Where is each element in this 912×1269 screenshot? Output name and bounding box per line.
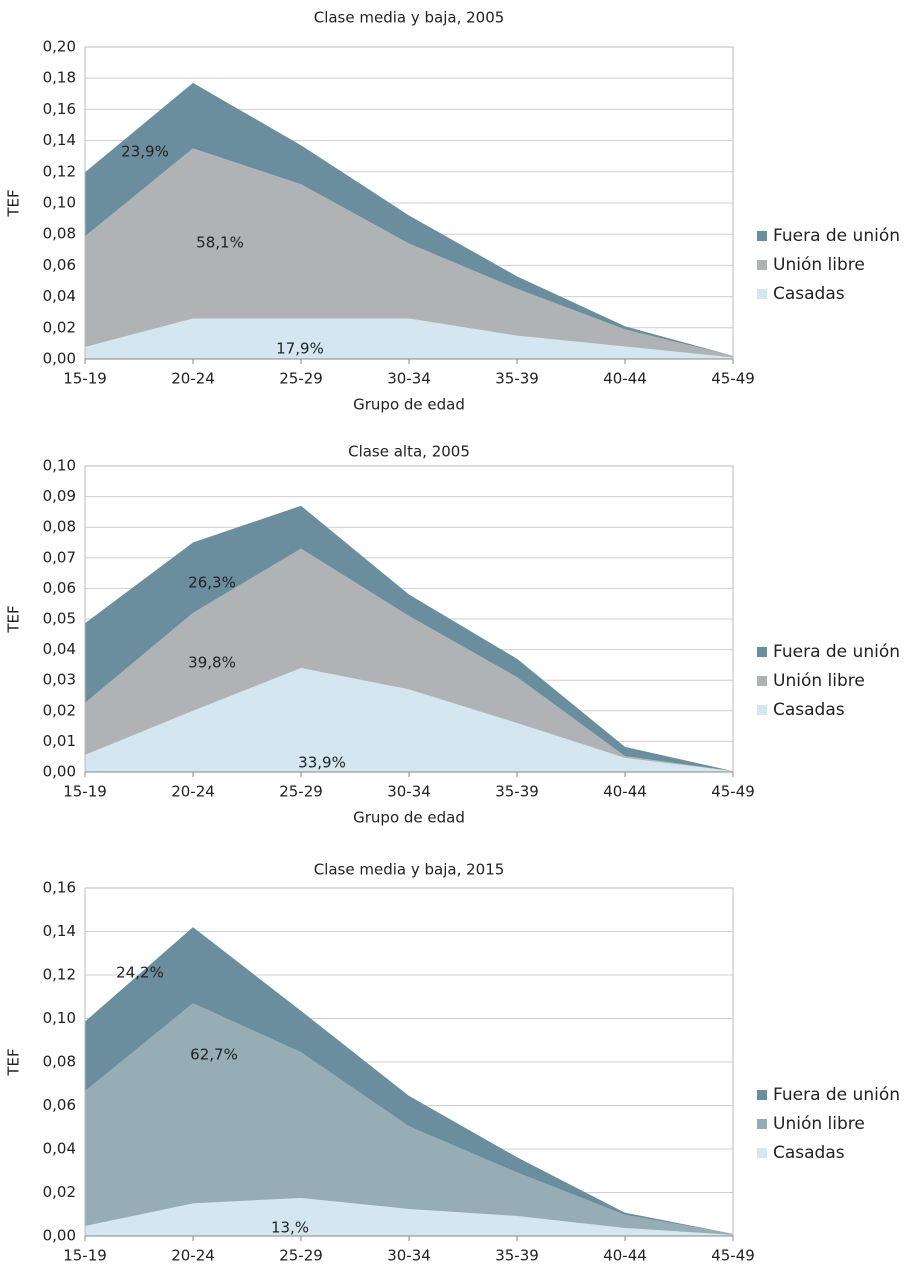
x-axis-title: Grupo de edad [353, 809, 465, 827]
y-tick-label: 0,05 [43, 610, 76, 628]
annotation: 17,9% [276, 340, 324, 358]
y-tick-label: 0,07 [43, 548, 76, 566]
legend-label: Casadas [773, 1143, 845, 1163]
area [85, 318, 733, 359]
y-tick-label: 0,06 [43, 1096, 76, 1114]
y-axis-title: TEF [5, 1048, 23, 1076]
x-tick-label: 25-29 [279, 783, 323, 801]
x-tick-label: 45-49 [711, 370, 755, 388]
legend-label: Casadas [773, 700, 845, 720]
x-tick-label: 40-44 [603, 1247, 647, 1265]
legend-swatch [757, 647, 767, 657]
x-tick-label: 15-19 [63, 370, 107, 388]
x-tick-label: 35-39 [495, 1247, 539, 1265]
legend-swatch [757, 1148, 767, 1158]
x-tick-label: 25-29 [279, 370, 323, 388]
area [85, 667, 733, 772]
annotation: 33,9% [298, 754, 346, 772]
y-tick-label: 0,10 [43, 1009, 76, 1027]
x-tick-label: 40-44 [603, 370, 647, 388]
x-tick-label: 30-34 [387, 783, 431, 801]
x-tick-label: 15-19 [63, 783, 107, 801]
legend-swatch [757, 705, 767, 715]
y-tick-label: 0,20 [43, 38, 76, 56]
x-tick-label: 25-29 [279, 1247, 323, 1265]
y-tick-label: 0,08 [43, 1053, 76, 1071]
y-tick-label: 0,04 [43, 1140, 76, 1158]
x-tick-label: 45-49 [711, 1247, 755, 1265]
y-tick-label: 0,00 [43, 763, 76, 781]
y-tick-label: 0,03 [43, 671, 76, 689]
y-tick-label: 0,02 [43, 701, 76, 719]
y-axis-title: TEF [5, 189, 23, 217]
annotation: 13,% [271, 1219, 309, 1237]
legend-swatch [757, 231, 767, 241]
y-tick-label: 0,00 [43, 350, 76, 368]
legend-label: Fuera de unión [773, 226, 900, 246]
y-tick-label: 0,06 [43, 579, 76, 597]
x-axis-title: Grupo de edad [353, 396, 465, 414]
x-tick-label: 15-19 [63, 1247, 107, 1265]
y-tick-label: 0,08 [43, 518, 76, 536]
y-tick-label: 0,14 [43, 922, 76, 940]
y-axis-title: TEF [5, 605, 23, 633]
x-tick-label: 35-39 [495, 370, 539, 388]
y-tick-label: 0,09 [43, 487, 76, 505]
y-tick-label: 0,04 [43, 287, 76, 305]
x-tick-label: 20-24 [171, 1247, 215, 1265]
y-tick-label: 0,08 [43, 225, 76, 243]
y-tick-label: 0,14 [43, 131, 76, 149]
y-tick-label: 0,16 [43, 879, 76, 897]
area [85, 927, 733, 1234]
legend-label: Fuera de unión [773, 642, 900, 662]
y-tick-label: 0,12 [43, 162, 76, 180]
legend-swatch [757, 676, 767, 686]
chart-title: Clase media y baja, 2005 [314, 9, 505, 27]
legend-swatch [757, 1119, 767, 1129]
y-tick-label: 0,12 [43, 966, 76, 984]
x-tick-label: 30-34 [387, 1247, 431, 1265]
legend-label: Fuera de unión [773, 1085, 900, 1105]
legend-label: Unión libre [773, 255, 865, 275]
legend-label: Unión libre [773, 1114, 865, 1134]
annotation: 58,1% [196, 234, 244, 252]
legend-swatch [757, 1090, 767, 1100]
x-tick-label: 35-39 [495, 783, 539, 801]
x-tick-label: 30-34 [387, 370, 431, 388]
chart-title: Clase media y baja, 2015 [314, 861, 505, 879]
y-tick-label: 0,18 [43, 69, 76, 87]
legend-swatch [757, 289, 767, 299]
annotation: 23,9% [121, 143, 169, 161]
y-tick-label: 0,00 [43, 1227, 76, 1245]
y-tick-label: 0,02 [43, 1183, 76, 1201]
area [85, 505, 733, 772]
x-tick-label: 20-24 [171, 783, 215, 801]
x-tick-label: 45-49 [711, 783, 755, 801]
annotation: 26,3% [188, 574, 236, 592]
x-tick-label: 20-24 [171, 370, 215, 388]
x-tick-label: 40-44 [603, 783, 647, 801]
legend-swatch [757, 260, 767, 270]
area [85, 548, 733, 772]
chart-title: Clase alta, 2005 [348, 443, 470, 461]
y-tick-label: 0,10 [43, 457, 76, 475]
y-tick-label: 0,16 [43, 100, 76, 118]
area [85, 82, 733, 356]
annotation: 24,2% [116, 964, 164, 982]
y-tick-label: 0,10 [43, 194, 76, 212]
y-tick-label: 0,01 [43, 732, 76, 750]
legend-label: Casadas [773, 284, 845, 304]
area [85, 1197, 733, 1236]
y-tick-label: 0,02 [43, 318, 76, 336]
y-tick-label: 0,06 [43, 256, 76, 274]
y-tick-label: 0,04 [43, 640, 76, 658]
annotation: 62,7% [190, 1046, 238, 1064]
legend-label: Unión libre [773, 671, 865, 691]
area [85, 1003, 733, 1235]
area [85, 148, 733, 358]
annotation: 39,8% [188, 654, 236, 672]
